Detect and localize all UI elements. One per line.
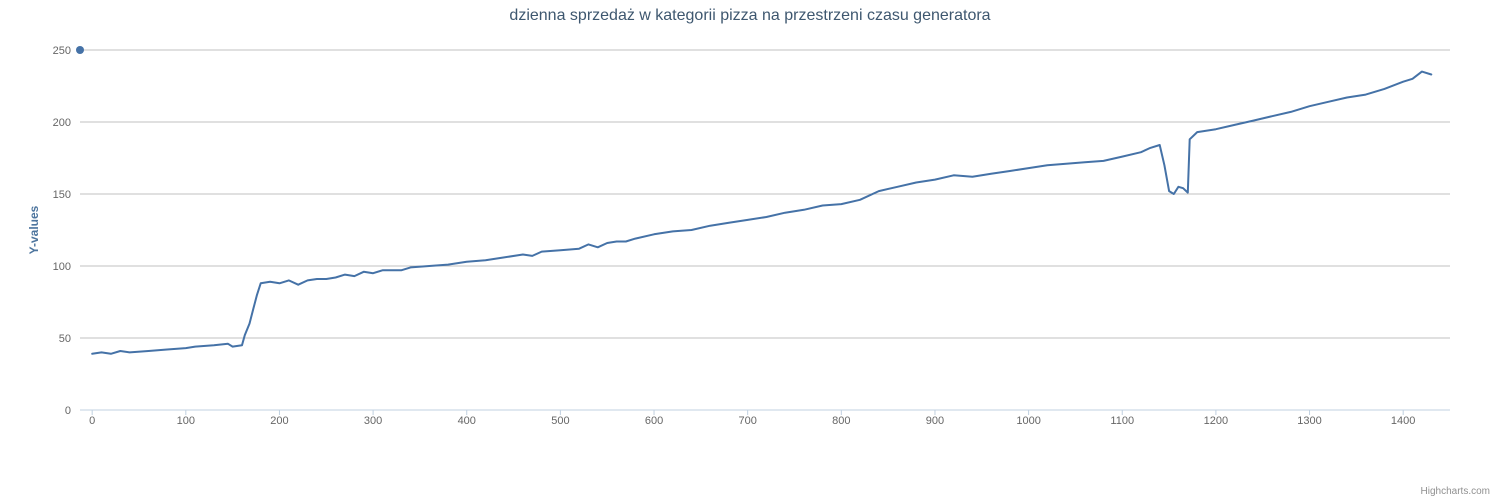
x-tick-label-0: 0 bbox=[89, 415, 95, 427]
x-tick-label-400: 400 bbox=[458, 415, 476, 427]
y-axis-ticks: 0 50 100 150 200 250 bbox=[53, 45, 71, 417]
x-tick-label-1200: 1200 bbox=[1204, 415, 1228, 427]
x-tick-label-100: 100 bbox=[177, 415, 195, 427]
series-line-0 bbox=[91, 70, 1433, 355]
x-tick-label-500: 500 bbox=[551, 415, 569, 427]
series-marker[interactable] bbox=[76, 46, 84, 54]
y-tick-label-50: 50 bbox=[59, 333, 71, 345]
x-tick-label-200: 200 bbox=[270, 415, 288, 427]
x-tick-label-600: 600 bbox=[645, 415, 663, 427]
x-tick-label-300: 300 bbox=[364, 415, 382, 427]
x-tick-label-1300: 1300 bbox=[1297, 415, 1321, 427]
x-tick-label-800: 800 bbox=[832, 415, 850, 427]
x-tick-label-1000: 1000 bbox=[1016, 415, 1040, 427]
y-tick-label-150: 150 bbox=[53, 189, 71, 201]
y-tick-label-200: 200 bbox=[53, 117, 71, 129]
x-tick-label-900: 900 bbox=[926, 415, 944, 427]
credits-link[interactable]: Highcharts.com bbox=[1421, 486, 1490, 497]
y-axis-title: Y-values bbox=[27, 205, 41, 254]
chart-title: dzienna sprzedaż w kategorii pizza na pr… bbox=[509, 7, 990, 24]
y-tick-label-250: 250 bbox=[53, 45, 71, 57]
y-tick-label-100: 100 bbox=[53, 261, 71, 273]
x-tick-label-1100: 1100 bbox=[1110, 415, 1134, 427]
x-axis-ticks: 0 100 200 300 400 500 600 700 800 900 1000 1100 1200… bbox=[89, 410, 1415, 427]
x-tick-label-1400: 1400 bbox=[1391, 415, 1415, 427]
series-group bbox=[76, 46, 1433, 355]
grid-lines bbox=[80, 49, 1450, 339]
y-tick-label-0: 0 bbox=[65, 405, 71, 417]
x-tick-label-700: 700 bbox=[738, 415, 756, 427]
